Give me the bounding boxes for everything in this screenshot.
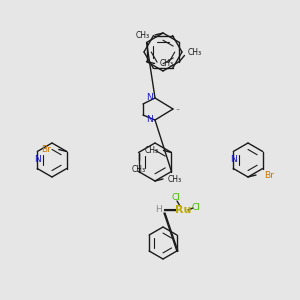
- Text: Cl: Cl: [172, 194, 180, 202]
- Text: N: N: [146, 94, 153, 103]
- Text: CH₃: CH₃: [131, 164, 146, 173]
- Text: CH₃: CH₃: [160, 59, 174, 68]
- Text: CH₃: CH₃: [136, 31, 150, 40]
- Text: CH₃: CH₃: [188, 48, 202, 57]
- Text: Ru: Ru: [175, 205, 191, 215]
- Text: CH₃: CH₃: [168, 175, 182, 184]
- Text: Br: Br: [264, 170, 274, 179]
- Text: N: N: [34, 155, 41, 164]
- Text: Cl: Cl: [192, 203, 200, 212]
- Text: CH₃: CH₃: [144, 146, 158, 155]
- Text: ..: ..: [176, 103, 181, 112]
- Text: Br: Br: [41, 145, 51, 154]
- Text: H: H: [154, 206, 161, 214]
- Text: N: N: [230, 155, 237, 164]
- Text: N: N: [146, 116, 153, 124]
